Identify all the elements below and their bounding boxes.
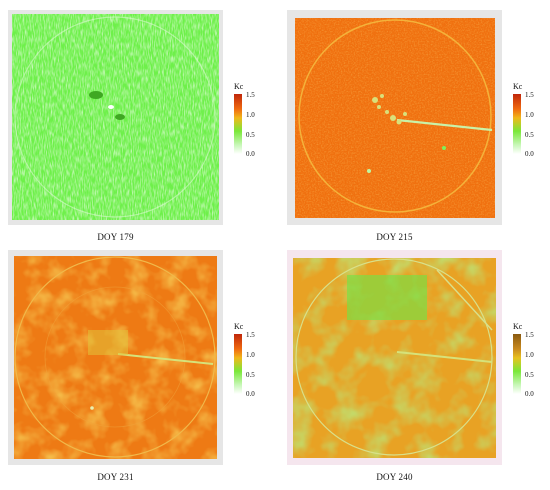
kc-legend: Kc 1.5 1.0 0.5 0.0	[234, 322, 274, 402]
legend-tick: 0.0	[525, 150, 534, 158]
panel-caption: DOY 240	[376, 472, 413, 482]
legend-title: Kc	[234, 322, 244, 331]
legend-color-bar	[513, 334, 521, 394]
legend-color-bar	[234, 94, 242, 154]
legend-tick: 1.5	[246, 331, 255, 339]
legend-color-bar	[513, 94, 521, 154]
legend-tick: 0.0	[525, 390, 534, 398]
legend-tick: 1.5	[525, 331, 534, 339]
panel-doy-215: DOY 215 Kc 1.5 1.0 0.5 0.0	[287, 10, 550, 250]
legend-tick: 1.5	[246, 91, 255, 99]
legend-title: Kc	[513, 82, 523, 91]
kc-legend: Kc 1.5 1.0 0.5 0.0	[513, 322, 550, 402]
kc-legend: Kc 1.5 1.0 0.5 0.0	[234, 82, 274, 162]
legend-tick: 0.5	[246, 131, 255, 139]
kc-map-doy-215	[287, 10, 502, 225]
legend-color-bar	[234, 334, 242, 394]
legend-tick: 1.0	[525, 351, 534, 359]
legend-tick: 1.0	[246, 351, 255, 359]
panel-doy-179: DOY 179 Kc 1.5 1.0 0.5 0.0	[8, 10, 278, 250]
legend-tick: 1.5	[525, 91, 534, 99]
legend-tick: 0.5	[525, 371, 534, 379]
legend-title: Kc	[513, 322, 523, 331]
legend-tick: 1.0	[246, 111, 255, 119]
panel-doy-240: DOY 240 Kc 1.5 1.0 0.5 0.0	[287, 250, 550, 490]
kc-map-doy-179	[8, 10, 223, 225]
legend-tick: 1.0	[525, 111, 534, 119]
legend-tick: 0.5	[525, 131, 534, 139]
legend-tick: 0.0	[246, 390, 255, 398]
legend-tick: 0.0	[246, 150, 255, 158]
legend-title: Kc	[234, 82, 244, 91]
kc-map-doy-240	[287, 250, 502, 465]
panel-caption: DOY 179	[97, 232, 134, 242]
kc-map-doy-231	[8, 250, 223, 465]
panel-caption: DOY 231	[97, 472, 134, 482]
kc-legend: Kc 1.5 1.0 0.5 0.0	[513, 82, 550, 162]
panel-doy-231: DOY 231 Kc 1.5 1.0 0.5 0.0	[8, 250, 278, 490]
legend-tick: 0.5	[246, 371, 255, 379]
panel-caption: DOY 215	[376, 232, 413, 242]
